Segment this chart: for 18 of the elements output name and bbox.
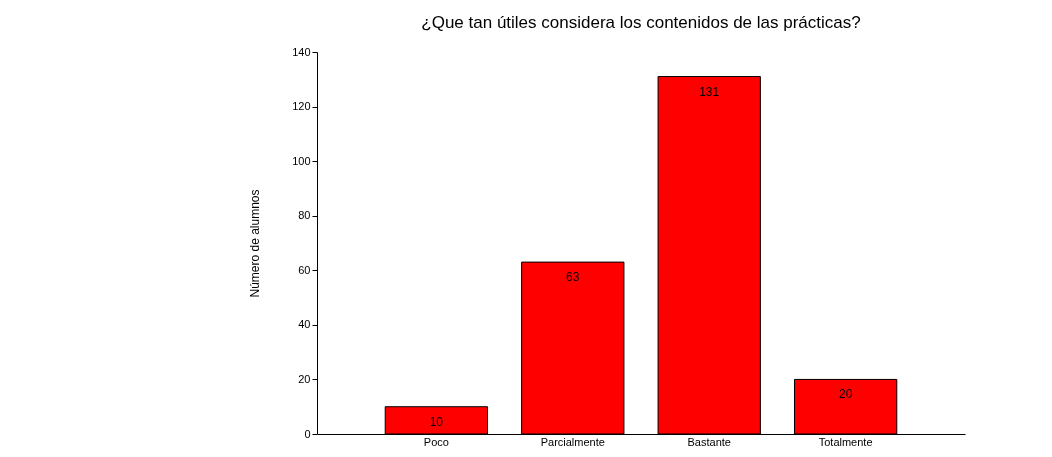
y-tick-label: 40 (298, 318, 311, 331)
data-label: 10 (429, 414, 444, 429)
y-tick-label: 100 (292, 154, 311, 167)
chart-title: ¿Que tan útiles considera los contenidos de las prácticas? (421, 13, 861, 32)
y-tick-label: 0 (304, 427, 311, 440)
x-tick-label: Poco (423, 435, 449, 448)
x-tick-label: Parcialmente (540, 435, 605, 448)
y-axis-title: Número de alumnos (248, 189, 263, 298)
x-tick-label: Totalmente (818, 435, 873, 448)
data-label: 63 (566, 270, 580, 285)
y-tick-label: 20 (298, 372, 311, 385)
y-tick-label: 140 (292, 45, 311, 58)
x-tick-label: Bastante (687, 435, 731, 448)
y-tick-label: 120 (292, 100, 311, 113)
y-tick-label: 60 (298, 263, 311, 276)
y-tick-label: 80 (298, 209, 311, 222)
data-label: 20 (838, 387, 853, 402)
data-label: 131 (699, 84, 720, 99)
